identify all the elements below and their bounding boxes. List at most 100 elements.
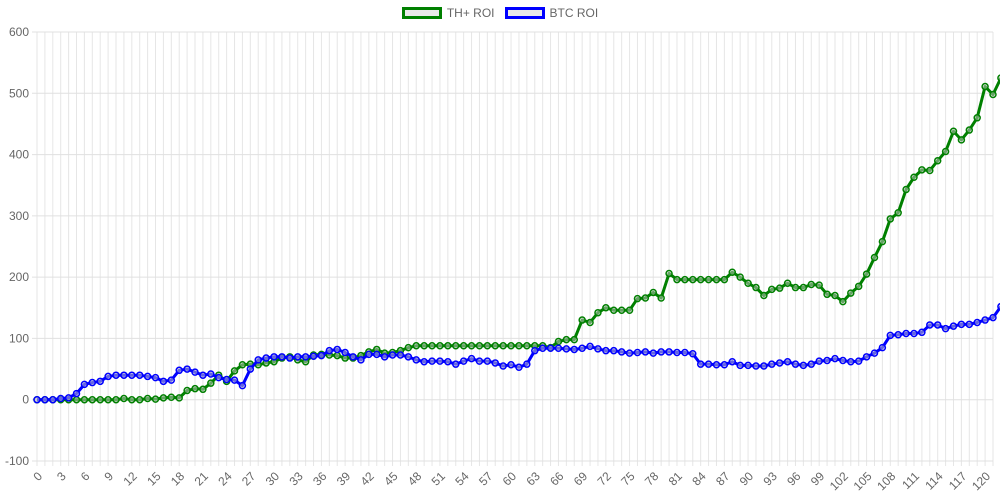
data-point <box>878 343 887 352</box>
legend-label-btc-roi: BTC ROI <box>549 6 599 20</box>
x-tick-label: 105 <box>851 469 875 493</box>
legend-item-btc-roi[interactable]: BTC ROI <box>504 6 599 20</box>
x-tick-label: 18 <box>168 469 188 489</box>
x-tick-label: 42 <box>358 469 378 489</box>
data-point <box>578 344 586 352</box>
x-tick-label: 108 <box>874 469 898 493</box>
x-tick-label: 102 <box>827 469 851 493</box>
data-point <box>673 275 681 284</box>
x-tick-label: 12 <box>121 469 141 489</box>
data-point <box>918 328 926 337</box>
data-point <box>926 166 934 175</box>
data-point <box>135 395 144 404</box>
data-point <box>499 362 507 370</box>
data-point <box>981 82 989 91</box>
data-point <box>768 360 776 368</box>
data-point <box>610 306 618 314</box>
data-point <box>665 348 673 356</box>
data-point <box>989 90 997 99</box>
data-point <box>862 353 871 361</box>
data-point <box>775 284 784 292</box>
data-point <box>143 394 152 403</box>
data-point <box>902 329 910 338</box>
data-point <box>404 343 413 352</box>
data-point <box>562 345 571 353</box>
x-tick-label: 9 <box>102 469 117 484</box>
x-tick-label: 75 <box>618 469 638 489</box>
data-point <box>775 359 784 367</box>
x-tick-label: 66 <box>547 469 567 489</box>
data-point <box>325 346 334 355</box>
x-tick-label: 21 <box>192 469 212 489</box>
y-tick-label: 100 <box>9 331 29 345</box>
data-point <box>578 316 586 324</box>
data-point <box>80 395 89 404</box>
x-tick-label: 3 <box>54 469 69 484</box>
data-point <box>475 357 484 365</box>
data-point <box>128 371 136 379</box>
data-point <box>831 291 839 300</box>
x-tick-label: 60 <box>500 469 520 489</box>
data-point <box>499 342 507 350</box>
data-point <box>657 294 665 302</box>
data-point <box>981 316 989 324</box>
data-point <box>617 348 626 356</box>
data-point <box>768 285 776 294</box>
data-point <box>949 127 958 136</box>
x-tick-label: 120 <box>969 469 993 493</box>
data-point <box>467 354 476 363</box>
data-point <box>96 377 104 386</box>
data-point <box>823 356 831 365</box>
data-point <box>104 372 112 381</box>
data-point <box>997 74 1000 82</box>
data-point <box>744 279 752 288</box>
y-tick-label: 200 <box>9 270 29 284</box>
data-point <box>594 345 602 353</box>
data-point <box>128 395 136 404</box>
x-tick-label: 15 <box>144 469 164 489</box>
data-point <box>870 253 879 262</box>
data-point <box>88 395 97 404</box>
data-point <box>894 209 902 217</box>
data-point <box>151 395 160 403</box>
legend-item-th-roi[interactable]: TH+ ROI <box>401 6 495 20</box>
data-point <box>475 342 484 350</box>
data-point <box>760 291 768 300</box>
data-point <box>823 290 831 299</box>
data-point <box>230 376 239 384</box>
data-point <box>633 348 642 357</box>
data-point <box>649 288 658 297</box>
data-point <box>665 269 673 278</box>
data-point <box>159 394 168 402</box>
data-point <box>301 353 310 361</box>
data-point <box>720 361 729 369</box>
data-point <box>238 381 247 390</box>
data-point <box>56 394 65 403</box>
data-point <box>214 373 223 382</box>
data-point <box>270 353 278 361</box>
x-tick-label: 63 <box>523 469 543 489</box>
data-point <box>151 373 160 382</box>
y-axis-ticks: -100 0 100 200 300 400 500 600 <box>5 25 29 468</box>
data-point <box>183 386 191 395</box>
data-point <box>657 348 665 356</box>
data-point <box>760 362 768 370</box>
x-tick-label: 54 <box>452 469 472 489</box>
data-point <box>712 361 721 369</box>
data-point <box>412 342 420 350</box>
data-point <box>933 321 942 329</box>
x-tick-label: 84 <box>689 469 709 489</box>
data-point <box>696 275 705 284</box>
data-point <box>854 357 863 365</box>
data-point <box>159 377 168 386</box>
data-point <box>554 337 563 346</box>
data-point <box>333 345 341 354</box>
x-tick-label: 33 <box>286 469 306 489</box>
x-tick-label: 51 <box>429 469 449 489</box>
x-tick-label: 27 <box>239 469 259 489</box>
data-point <box>886 331 895 340</box>
data-point <box>894 331 902 339</box>
data-point <box>246 365 255 373</box>
legend-swatch-btc-roi <box>504 7 545 19</box>
